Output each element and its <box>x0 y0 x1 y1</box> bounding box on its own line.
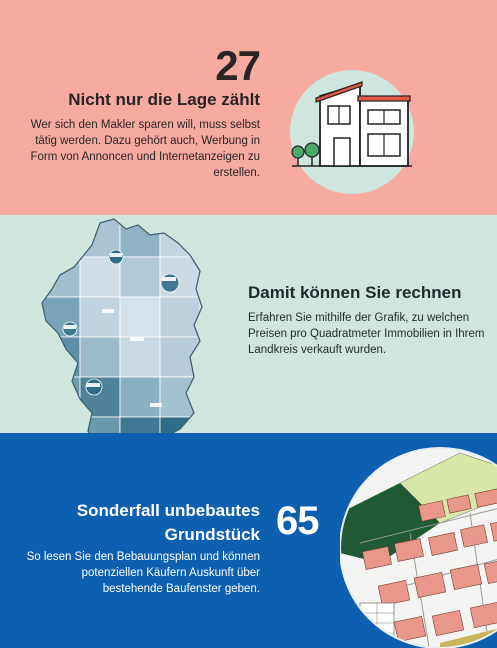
section-body: Wer sich den Makler sparen will, muss se… <box>30 119 260 179</box>
section-heading: Nicht nur die Lage zählt <box>68 90 260 109</box>
section-lage: 27 Nicht nur die Lage zählt Wer sich den… <box>0 0 497 215</box>
page-number: 27 <box>215 42 261 89</box>
section-body: So lesen Sie den Bebauungsplan und könne… <box>26 551 260 595</box>
page-number: 65 <box>276 499 319 543</box>
section-heading: Sonderfall unbebautes Grundstück <box>76 501 260 544</box>
house-icon <box>291 81 412 167</box>
development-plan-image <box>340 447 497 648</box>
section-grundstueck: Sonderfall unbebautes Grundstück 65 So l… <box>0 433 497 648</box>
germany-price-map <box>41 218 203 433</box>
section-body: Erfahren Sie mithilfe der Grafik, zu wel… <box>248 312 485 356</box>
section-heading: Damit können Sie rechnen <box>248 283 462 302</box>
section-preise: Damit können Sie rechnen Erfahren Sie mi… <box>0 215 497 433</box>
